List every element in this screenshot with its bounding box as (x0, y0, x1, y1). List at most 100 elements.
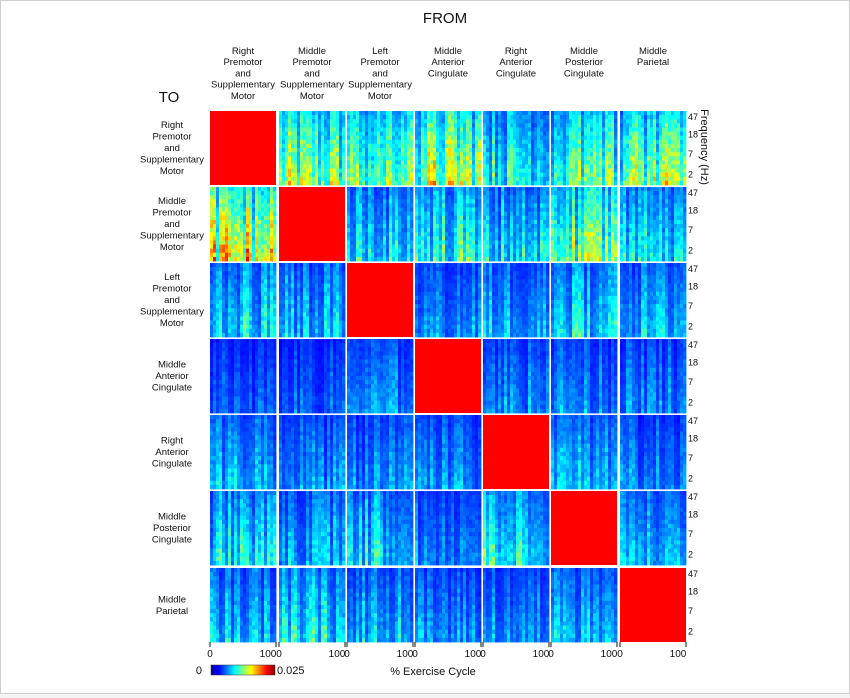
heatmap-bin (261, 187, 265, 192)
heatmap-bin (581, 127, 585, 132)
heatmap-bin (483, 191, 487, 196)
heatmap-bin (371, 195, 375, 200)
heatmap-bin (501, 215, 505, 221)
heatmap-bin (353, 160, 357, 165)
heatmap-bin (213, 279, 217, 284)
heatmap-bin (210, 320, 214, 326)
heatmap-bin (504, 248, 508, 254)
heatmap-bin (557, 131, 561, 137)
heatmap-bin (267, 236, 271, 241)
heatmap-bin (546, 199, 550, 204)
heatmap-bin (516, 203, 520, 208)
heatmap-bin (288, 152, 292, 157)
heatmap-bin (572, 199, 576, 204)
heatmap-bin (359, 191, 363, 196)
heatmap-bin (350, 187, 354, 192)
heatmap-bin (566, 248, 570, 254)
heatmap-bin (599, 207, 603, 213)
heatmap-bin (599, 152, 603, 157)
heatmap-bin (498, 199, 502, 204)
heatmap-bin (222, 287, 226, 293)
heatmap-bin (383, 172, 387, 178)
heatmap-bin (554, 240, 558, 245)
column-label-line: Cingulate (496, 68, 536, 79)
heatmap-bin (430, 176, 434, 182)
heatmap-bin (359, 195, 363, 200)
heatmap-bin (662, 232, 666, 237)
heatmap-bin (261, 228, 265, 233)
heatmap-bin (522, 111, 526, 116)
heatmap-bin (421, 191, 425, 196)
heatmap-bin (593, 180, 597, 186)
heatmap-bin (522, 160, 526, 165)
heatmap-bin (632, 127, 636, 132)
heatmap-bin (270, 219, 274, 225)
heatmap-bin (501, 152, 505, 157)
heatmap-bin (350, 195, 354, 200)
heatmap-bin (383, 219, 387, 225)
heatmap-bin (478, 135, 482, 141)
heatmap-bin (665, 203, 669, 208)
heatmap-bin (596, 240, 600, 245)
heatmap-bin (620, 135, 624, 141)
heatmap-bin (371, 232, 375, 237)
heatmap-bin (433, 131, 437, 137)
heatmap-bin (219, 263, 223, 268)
heatmap-bin (404, 224, 408, 229)
heatmap-bin (674, 236, 678, 241)
heatmap-bin (258, 211, 262, 217)
heatmap-bin (563, 187, 567, 192)
heatmap-bin (216, 271, 220, 276)
heatmap-bin (647, 143, 651, 149)
heatmap-bin (626, 123, 630, 128)
heatmap-bin (294, 172, 298, 178)
row-label: Middle Premotor and Supplementary Motor (140, 196, 204, 253)
heatmap-bin (210, 267, 214, 272)
heatmap-bin (356, 160, 360, 165)
heatmap-bin (519, 123, 523, 128)
heatmap-bin (395, 115, 399, 120)
heatmap-bin (662, 123, 666, 128)
heatmap-bin (436, 135, 440, 141)
heatmap-bin (504, 164, 508, 169)
heatmap-bin (380, 256, 384, 262)
heatmap-bin (563, 139, 567, 145)
heatmap-bin (398, 176, 402, 182)
heatmap-bin (457, 180, 461, 186)
heatmap-bin (674, 143, 678, 149)
heatmap-bin (534, 123, 538, 128)
heatmap-bin (623, 135, 627, 141)
heatmap-bin (638, 228, 642, 233)
heatmap-bin (641, 191, 645, 196)
heatmap-bin (395, 180, 399, 186)
heatmap-bin (614, 252, 618, 258)
heatmap-bin (638, 187, 642, 192)
heatmap-bin (677, 215, 681, 221)
heatmap-bin (460, 195, 464, 200)
heatmap-bin (632, 115, 636, 120)
heatmap-bin (563, 236, 567, 241)
heatmap-bin (324, 123, 328, 128)
column-label: Middle Premotor and Supplementary Motor (280, 46, 344, 102)
heatmap-bin (371, 115, 375, 120)
heatmap-bin (306, 152, 310, 157)
heatmap-bin (210, 291, 214, 297)
heatmap-bin (566, 211, 570, 217)
heatmap-bin (291, 135, 295, 141)
heatmap-bin (291, 131, 295, 137)
heatmap-bin (255, 211, 259, 217)
heatmap-bin (560, 219, 564, 225)
heatmap-bin (683, 143, 687, 149)
heatmap-bin (626, 252, 630, 258)
heatmap-bin (554, 203, 558, 208)
heatmap-bin (522, 256, 526, 262)
heatmap-bin (404, 207, 408, 213)
heatmap-bin (404, 228, 408, 233)
heatmap-bin (483, 256, 487, 262)
heatmap-bin (683, 127, 687, 132)
heatmap-bin (448, 240, 452, 245)
heatmap-bin (415, 172, 419, 178)
heatmap-bin (300, 123, 304, 128)
heatmap-bin (590, 215, 594, 221)
heatmap-bin (249, 211, 253, 217)
